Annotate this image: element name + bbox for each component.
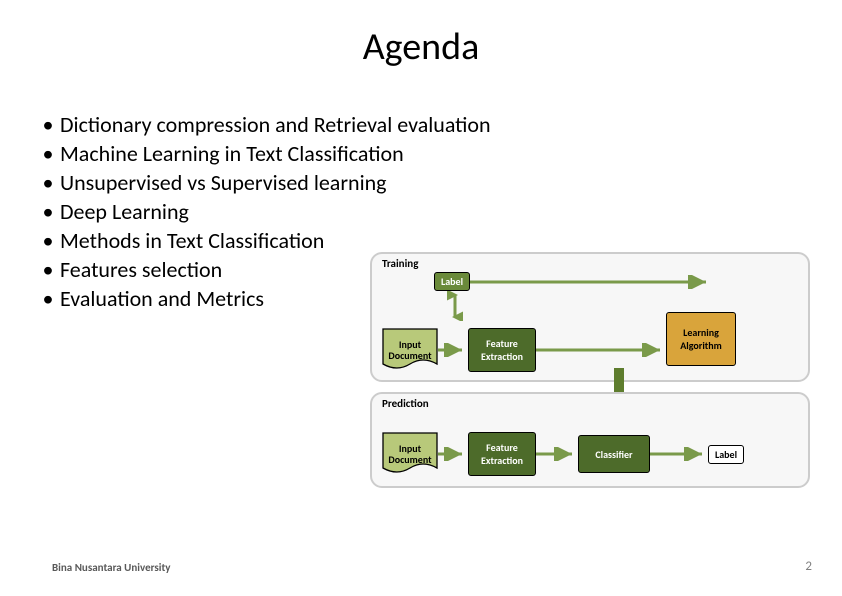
bullet-text: Methods in Text Classification [60,226,324,255]
bullet-icon: • [36,168,60,197]
bullet-text: Dictionary compression and Retrieval eva… [60,110,491,139]
list-item: • Deep Learning [36,197,842,226]
list-item: • Methods in Text Classification [36,226,842,255]
list-item: • Unsupervised vs Supervised learning [36,168,842,197]
arrow-icon [650,447,708,461]
training-input-doc-node: Input Document [382,328,438,372]
bullet-text: Unsupervised vs Supervised learning [60,168,387,197]
bullet-text: Machine Learning in Text Classification [60,139,404,168]
bullet-icon: • [36,197,60,226]
training-label-node: Label [434,272,470,291]
arrow-icon [438,447,468,461]
bullet-text: Features selection [60,255,222,284]
bullet-text: Evaluation and Metrics [60,284,264,313]
training-panel-title: Training [382,257,418,270]
prediction-panel-title: Prediction [382,397,429,410]
arrow-icon [438,343,468,357]
arrow-icon [470,275,712,289]
list-item: • Machine Learning in Text Classificatio… [36,139,842,168]
bullet-icon: • [36,226,60,255]
node-label: Input Document [382,339,438,361]
page-number: 2 [805,559,812,574]
list-item: • Dictionary compression and Retrieval e… [36,110,842,139]
bullet-icon: • [36,139,60,168]
arrow-icon [536,343,666,357]
slide-title: Agenda [0,0,842,70]
bidirectional-arrow-icon [447,291,463,321]
training-feature-node: Feature Extraction [468,328,536,372]
training-panel: Training Label Input Document Featur [370,252,810,382]
bullet-text: Deep Learning [60,197,189,226]
prediction-panel: Prediction Input Document Feature Extrac… [370,392,810,488]
prediction-input-doc-node: Input Document [382,432,438,476]
bullet-icon: • [36,110,60,139]
node-label: Input Document [382,443,438,465]
arrow-icon [536,447,578,461]
bullet-icon: • [36,284,60,313]
ml-pipeline-diagram: Training Label Input Document Featur [370,252,810,498]
prediction-classifier-node: Classifier [578,435,650,473]
prediction-feature-node: Feature Extraction [468,432,536,476]
bullet-icon: • [36,255,60,284]
prediction-label-node: Label [708,445,744,464]
training-algorithm-node: Learning Algorithm [666,312,736,366]
footer-org: Bina Nusantara University [52,561,171,574]
